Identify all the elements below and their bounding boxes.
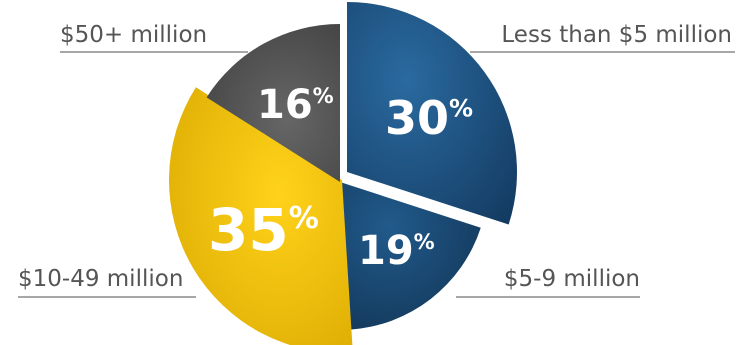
percent-sign: % [449,95,473,123]
pie-slice-3 [168,87,353,345]
pie-slice-4 [206,24,340,182]
percent-sign: % [313,84,334,108]
category-label-2: $5-9 million [504,266,640,292]
category-label-3: $10-49 million [18,266,183,292]
pie-slice-2 [340,182,481,330]
percent-sign: % [289,201,319,236]
percent-sign: % [414,230,435,254]
category-label-4: $50+ million [60,22,207,48]
category-label-1: Less than $5 million [501,22,732,48]
pie-slice-1 [347,2,517,225]
